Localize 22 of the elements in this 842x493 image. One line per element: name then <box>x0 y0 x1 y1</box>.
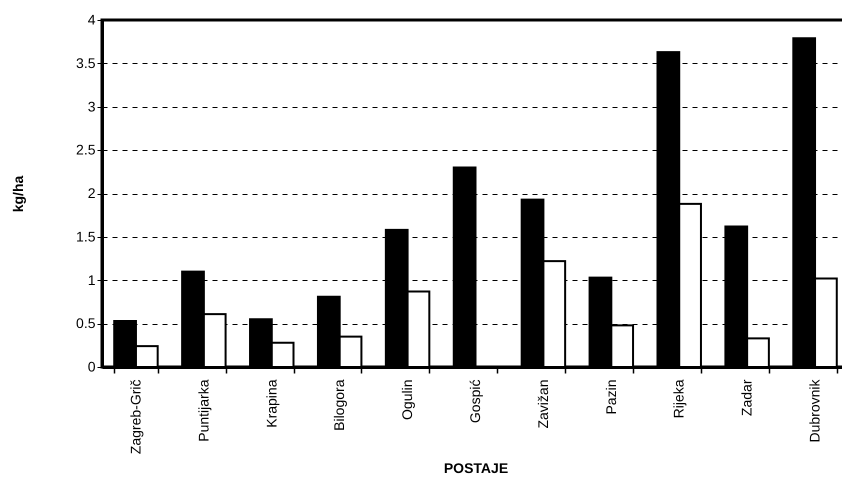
y-tick-label: 2.5 <box>76 142 96 158</box>
y-tick-label: 0 <box>88 358 96 374</box>
x-tick-label: Pazin <box>602 380 619 415</box>
y-tick-label: 3.5 <box>76 54 96 71</box>
y-tick-label: 2 <box>88 185 96 201</box>
y-tick-label: 4 <box>88 12 96 28</box>
x-tick-label: Krapina <box>263 379 280 428</box>
x-tick-label: Zavižan <box>534 380 551 429</box>
y-axis-title: kg/ha <box>10 176 26 212</box>
x-tick-label: Gospić <box>467 380 483 424</box>
x-tick-label: Zadar <box>738 379 755 416</box>
x-tick-label: Zagreb-Grič <box>127 380 144 454</box>
y-tick-label: 3 <box>88 98 96 114</box>
y-tick-label: 1.5 <box>76 228 96 244</box>
x-tick-label: Rijeka <box>670 379 687 418</box>
x-axis-title: POSTAJE <box>444 460 508 476</box>
x-tick-label: Bilogora <box>331 379 348 431</box>
x-tick-label: Puntijarka <box>195 379 212 442</box>
x-tick-label: Dubrovnik <box>806 378 823 443</box>
y-tick-label: 0.5 <box>76 315 96 332</box>
x-tick-label: Ogulin <box>399 380 416 420</box>
y-tick-label: 1 <box>88 272 96 288</box>
